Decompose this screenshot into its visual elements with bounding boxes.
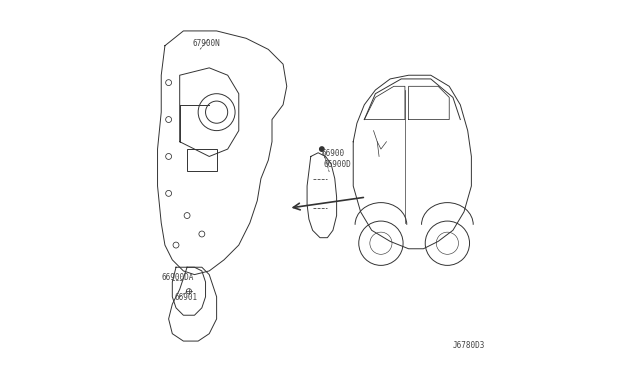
Text: 66900: 66900	[322, 149, 345, 158]
Bar	[187, 149, 216, 171]
Text: 67900N: 67900N	[193, 39, 220, 48]
Text: 66900DA: 66900DA	[161, 273, 194, 282]
Text: 66900D: 66900D	[324, 160, 351, 169]
Text: 66901: 66901	[174, 293, 197, 302]
Circle shape	[319, 147, 324, 151]
Text: J6780D3: J6780D3	[453, 341, 485, 350]
